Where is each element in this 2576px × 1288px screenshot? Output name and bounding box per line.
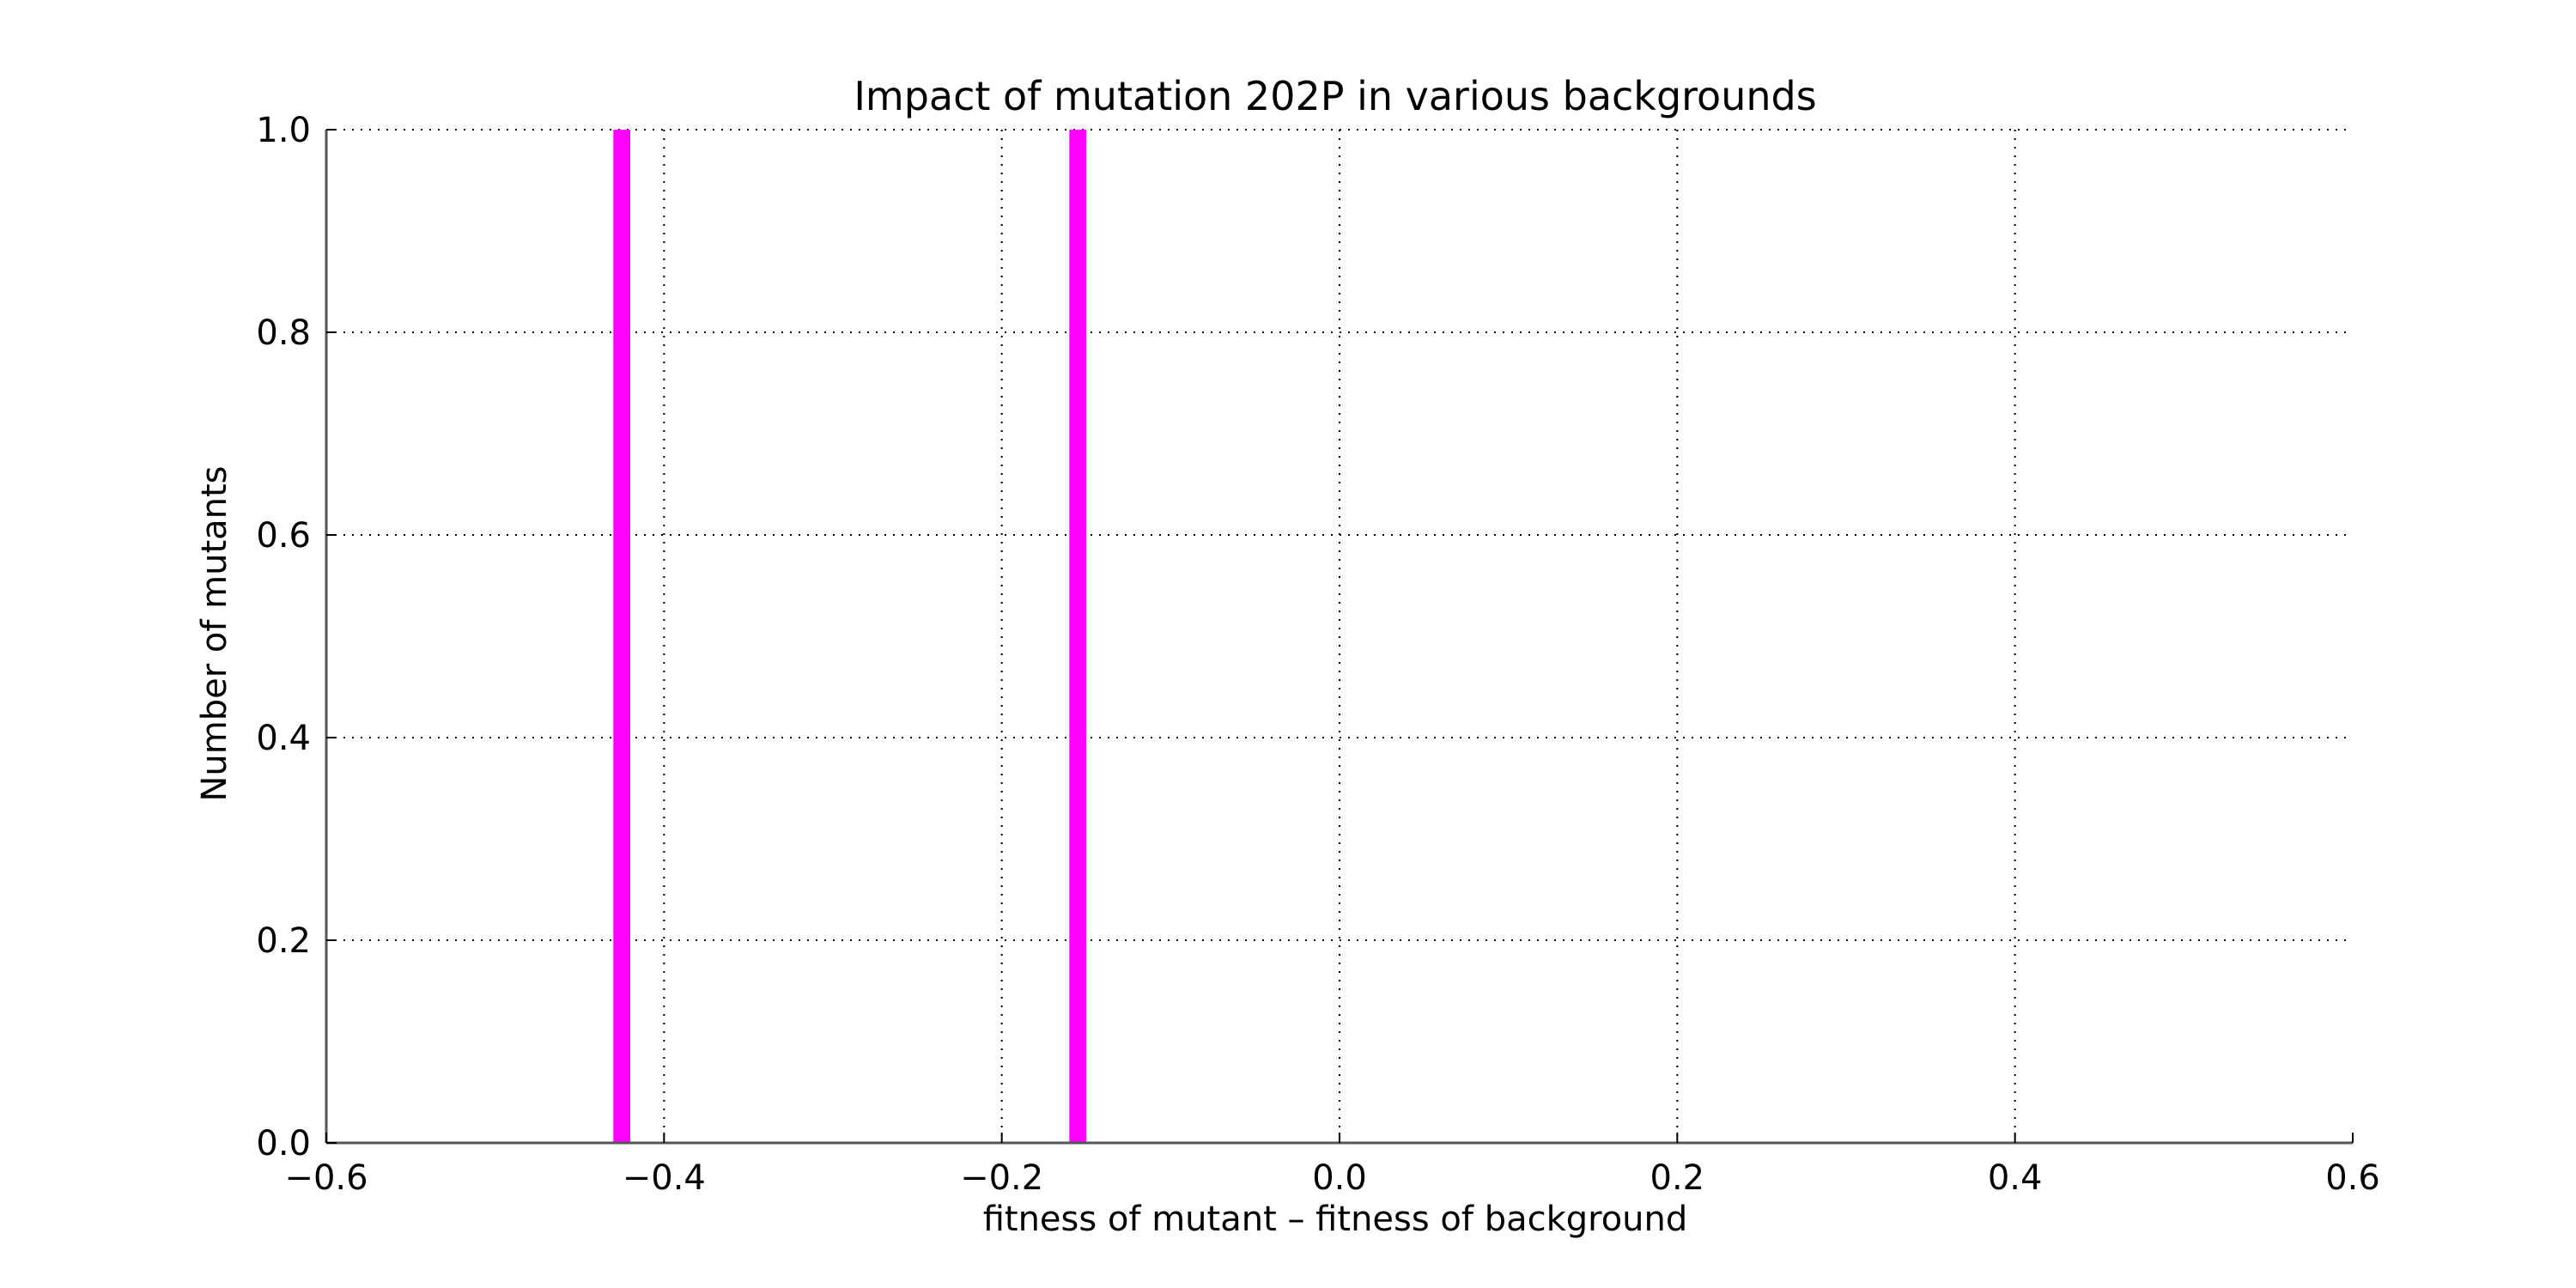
- x-tick-label: −0.4: [623, 1158, 706, 1198]
- histogram-bar: [1069, 130, 1086, 1143]
- y-tick-label: 1.0: [256, 111, 311, 150]
- x-tick-label: −0.6: [284, 1158, 368, 1198]
- ticks: −0.6 −0.4 −0.2 0.0 0.2 0.4 0.6 0.0 0.2 0.4 0.6 0.8 1…: [256, 111, 2379, 1198]
- bars: [613, 130, 1086, 1143]
- x-tick-label: 0.2: [1650, 1158, 1705, 1198]
- x-axis-label: fitness of mutant – fitness of backgroun…: [983, 1200, 1688, 1239]
- x-tick-label: 0.4: [1988, 1158, 2043, 1198]
- grid: [326, 129, 2353, 1143]
- x-tick-label: −0.2: [960, 1158, 1043, 1198]
- y-tick-label: 0.8: [256, 313, 311, 353]
- x-tick-label: 0.0: [1312, 1158, 1367, 1198]
- chart-title: Impact of mutation 202P in various backg…: [854, 73, 1816, 119]
- histogram-bar: [613, 130, 630, 1143]
- y-tick-label: 0.6: [256, 516, 311, 556]
- y-tick-label: 0.4: [256, 719, 311, 758]
- y-tick-label: 0.2: [256, 921, 311, 961]
- y-axis-label: Number of mutants: [195, 465, 234, 801]
- y-tick-label: 0.0: [256, 1124, 311, 1163]
- x-tick-label: 0.6: [2325, 1158, 2380, 1198]
